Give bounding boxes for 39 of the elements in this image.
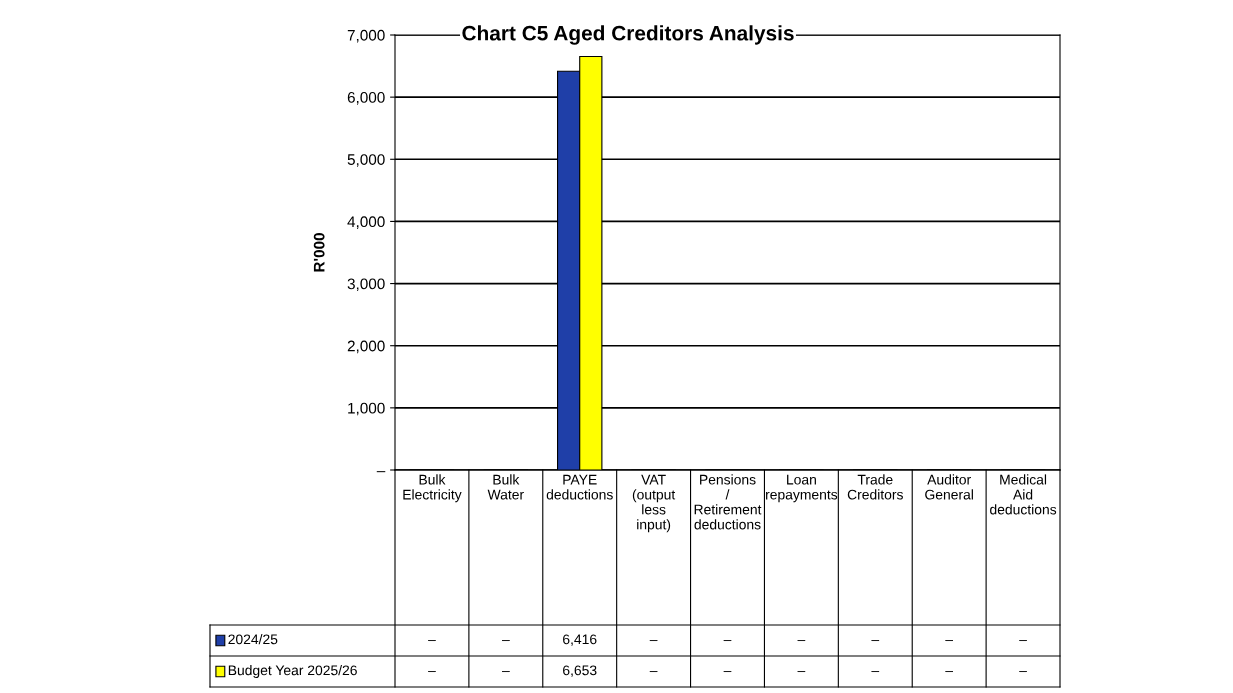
data-label: – <box>649 671 658 673</box>
y-tick-label: – <box>376 471 386 473</box>
data-label: – <box>501 640 510 642</box>
x-tick-label: PAYE deductions <box>546 474 613 500</box>
y-tick-label: 1,000 <box>348 402 385 416</box>
y-axis-title: R'000 <box>313 233 325 272</box>
x-tick-label: Trade Creditors <box>847 474 903 500</box>
x-tick-label: Bulk Water <box>487 474 524 500</box>
x-tick-label: Auditor General <box>925 474 973 500</box>
data-label: – <box>723 640 732 642</box>
data-label: – <box>871 671 880 673</box>
data-label: – <box>797 671 806 673</box>
data-label: – <box>501 671 510 673</box>
data-label: 6,653 <box>563 665 597 677</box>
y-tick-label: 7,000 <box>347 29 385 43</box>
legend-label: 2024/25 <box>228 634 278 645</box>
data-label: – <box>945 640 954 642</box>
x-tick-label: Medical Aid deductions <box>990 474 1057 515</box>
data-label: – <box>428 671 436 673</box>
y-tick-label: 5,000 <box>347 154 385 167</box>
legend-label: Budget Year 2025/26 <box>228 665 357 678</box>
data-label: – <box>649 640 658 642</box>
data-label: – <box>723 671 732 673</box>
data-label: – <box>428 640 436 642</box>
x-tick-label: Pensions / Retirement deductions <box>694 474 762 530</box>
data-label: – <box>797 640 806 642</box>
y-tick-label: 4,000 <box>347 216 385 229</box>
x-tick-label: VAT (output less input) <box>632 474 676 533</box>
data-label: – <box>1019 671 1027 673</box>
data-label: – <box>1019 640 1027 642</box>
y-tick-label: 2,000 <box>347 340 385 354</box>
data-label: 6,416 <box>563 634 597 646</box>
data-label: – <box>945 671 954 673</box>
y-tick-label: 3,000 <box>347 278 385 292</box>
x-tick-label: Bulk Electricity <box>403 474 462 503</box>
y-tick-label: 6,000 <box>347 92 385 105</box>
data-label: – <box>871 640 880 642</box>
x-tick-label: Loan repayments <box>766 474 838 503</box>
chart-title: Chart C5 Aged Creditors Analysis <box>462 25 794 45</box>
